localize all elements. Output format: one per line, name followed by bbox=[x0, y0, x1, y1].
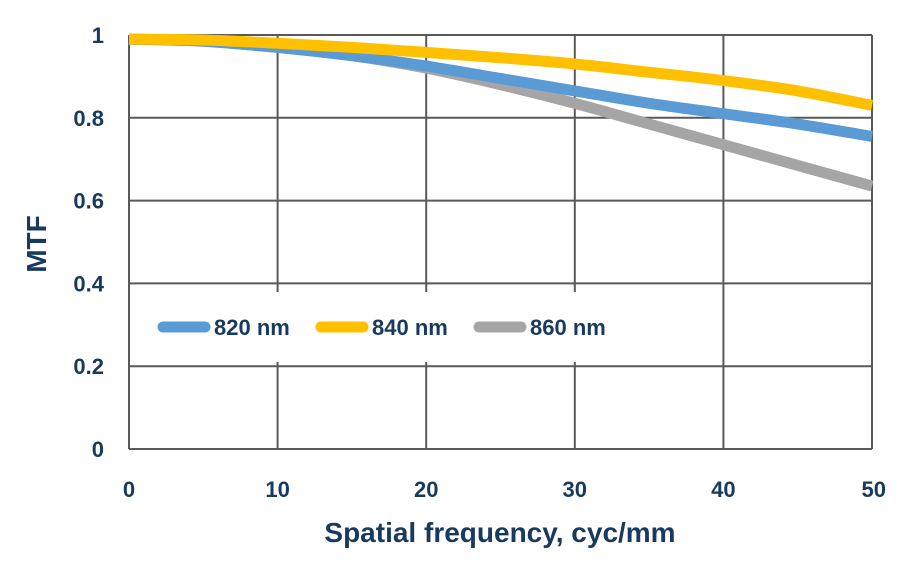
x-tick-label-4: 40 bbox=[711, 477, 735, 502]
y-tick-label-2: 0.4 bbox=[73, 271, 104, 296]
x-tick-label-0: 0 bbox=[123, 477, 135, 502]
y-tick-label-5: 1 bbox=[92, 23, 104, 48]
legend-label-0: 820 nm bbox=[214, 315, 290, 340]
y-axis-title: MTF bbox=[21, 215, 52, 273]
y-tick-label-3: 0.6 bbox=[73, 189, 104, 214]
y-tick-label-1: 0.2 bbox=[73, 354, 104, 379]
y-axis-ticks: 0 0.2 0.4 0.6 0.8 1 bbox=[73, 23, 104, 462]
legend-label-1: 840 nm bbox=[372, 315, 448, 340]
series-lines bbox=[128, 33, 874, 192]
x-tick-label-2: 20 bbox=[414, 477, 438, 502]
x-axis-title: Spatial frequency, cyc/mm bbox=[324, 517, 675, 548]
x-tick-label-3: 30 bbox=[563, 477, 587, 502]
x-axis-ticks: 0 10 20 30 40 50 bbox=[123, 477, 886, 502]
legend: 820 nm 840 nm 860 nm bbox=[157, 315, 606, 340]
legend-label-2: 860 nm bbox=[530, 315, 606, 340]
y-tick-label-0: 0 bbox=[92, 437, 104, 462]
grid bbox=[128, 34, 873, 450]
legend-background bbox=[148, 292, 638, 362]
y-tick-label-4: 0.8 bbox=[73, 106, 104, 131]
x-tick-label-1: 10 bbox=[265, 477, 289, 502]
series-line-1 bbox=[128, 33, 874, 111]
x-tick-label-5: 50 bbox=[862, 477, 886, 502]
